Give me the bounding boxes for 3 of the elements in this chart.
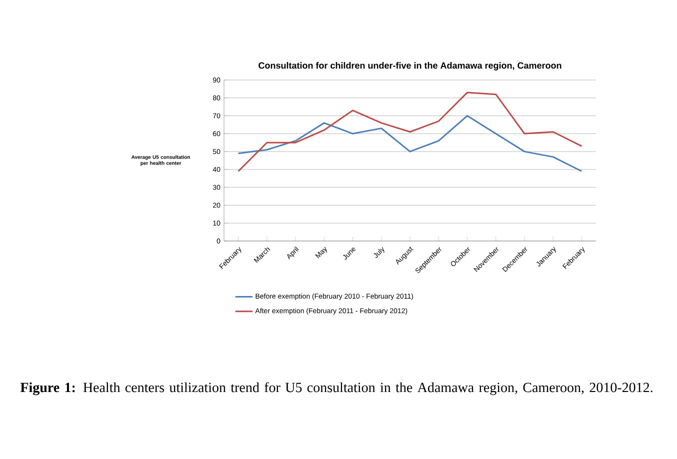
line-series (238, 92, 582, 172)
text: Figure 1: Health centers utilization trend for U5 consultation in the Adamawa region, Cameroon, 2010-2012. (20, 382, 652, 396)
chart-title: Consultation for children under-five in the Adamawa region, Cameroon (258, 62, 562, 70)
